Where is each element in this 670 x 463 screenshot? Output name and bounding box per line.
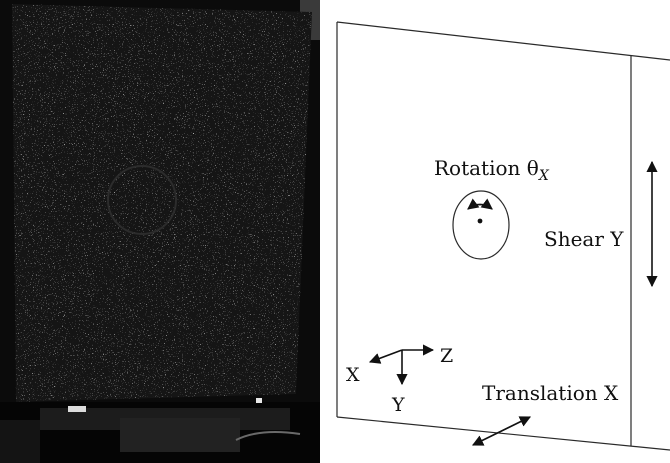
axis-y-label: Y: [391, 394, 405, 416]
photo-left-block: [0, 420, 40, 463]
rotation-label-text: Rotation θ: [434, 156, 539, 180]
rotation-center-dot: [477, 218, 483, 224]
specimen-speckle: [12, 4, 312, 402]
photo-rotation-circle: [107, 165, 177, 235]
photo-light: [68, 406, 86, 412]
photo-light-small: [256, 398, 262, 403]
rotation-label-subscript: X: [538, 168, 550, 184]
translation-label: Translation X: [482, 381, 619, 405]
rotation-arrow: [467, 198, 493, 210]
translation-arrow: [471, 416, 532, 446]
rotation-label: Rotation θX: [434, 156, 550, 184]
plate-top-edge: [336, 21, 670, 61]
axis-x-label: X: [346, 364, 360, 386]
rotation-ellipse: [452, 190, 510, 260]
schematic: [336, 21, 670, 451]
plate-bottom-edge: [336, 416, 670, 451]
axis-z-label: Z: [440, 345, 453, 367]
axis-x-arrow: [368, 349, 403, 364]
photo-cable: [235, 431, 301, 441]
shear-label: Shear Y: [544, 227, 624, 251]
photo-fixture-block: [120, 418, 240, 452]
speckle-photo: [0, 0, 320, 463]
